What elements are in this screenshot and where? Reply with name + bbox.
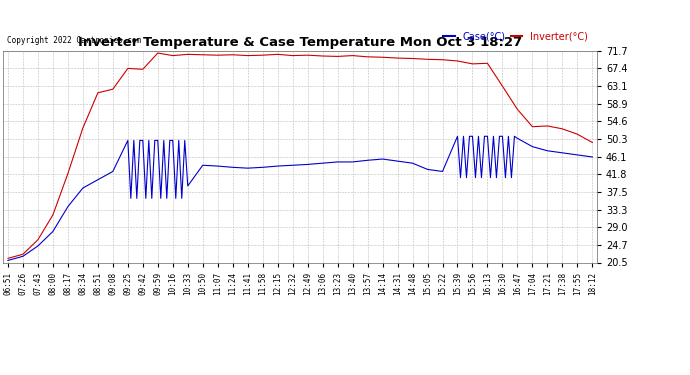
- Legend: Case(°C), Inverter(°C): Case(°C), Inverter(°C): [440, 28, 592, 46]
- Title: Inverter Temperature & Case Temperature Mon Oct 3 18:27: Inverter Temperature & Case Temperature …: [78, 36, 522, 50]
- Text: Copyright 2022 Cartronics.com: Copyright 2022 Cartronics.com: [7, 36, 141, 45]
